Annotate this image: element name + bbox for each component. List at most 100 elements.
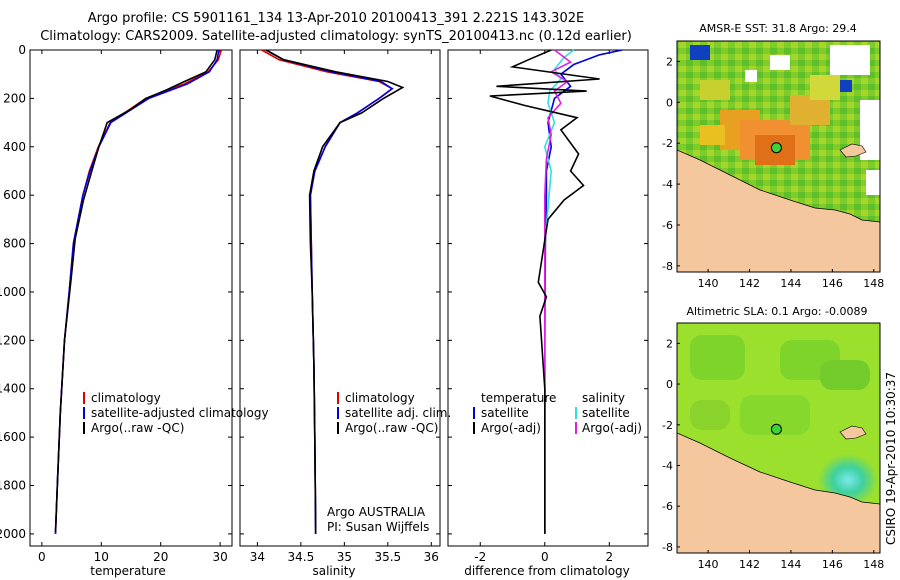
legend-label-satellite-temp: satellite bbox=[481, 406, 529, 420]
difference-xlabel: difference from climatology bbox=[464, 564, 630, 578]
sla-map-title: Altimetric SLA: 0.1 Argo: -0.0089 bbox=[687, 305, 868, 318]
sst-map-panel: AMSR-E SST: 31.8 Argo: 29.4 140 142 144 146… bbox=[662, 22, 884, 290]
lat-tick-label: -2 bbox=[662, 137, 673, 150]
salinity-series bbox=[261, 49, 405, 534]
y-tick-label: 1000 bbox=[0, 285, 26, 299]
y-tick-label: 1400 bbox=[0, 382, 26, 396]
lon-tick-label: 148 bbox=[863, 277, 884, 290]
sla-map-ticks: 140 142 144 146 148 2 0 -2 -4 -6 -8 bbox=[662, 337, 884, 571]
legend-header-salinity: salinity bbox=[582, 391, 625, 405]
lon-tick-label: 148 bbox=[863, 558, 884, 571]
y-tick-label: 200 bbox=[3, 91, 26, 105]
lon-tick-label: 146 bbox=[822, 558, 843, 571]
sla-island bbox=[839, 425, 867, 440]
sst-map-frame bbox=[676, 40, 881, 273]
y-tick-label: 600 bbox=[3, 188, 26, 202]
lon-tick-label: 140 bbox=[698, 558, 719, 571]
lon-tick-label: 142 bbox=[739, 277, 760, 290]
sst-land bbox=[677, 149, 880, 272]
series-line bbox=[489, 49, 600, 534]
sst-map-field bbox=[677, 41, 880, 272]
lat-tick-label: -6 bbox=[662, 500, 673, 513]
sla-land bbox=[677, 432, 880, 553]
lat-tick-label: 2 bbox=[666, 55, 673, 68]
legend-header-temperature: temperature bbox=[481, 391, 556, 405]
sla-map-panel: Altimetric SLA: 0.1 Argo: -0.0089 140 142… bbox=[662, 305, 884, 571]
series-line bbox=[265, 49, 394, 534]
lat-tick-label: -4 bbox=[662, 459, 673, 472]
sst-cell bbox=[700, 125, 725, 145]
y-tick-label: 1200 bbox=[0, 333, 26, 347]
sla-patch bbox=[690, 400, 730, 430]
sst-cell bbox=[840, 80, 852, 92]
legend-label-satellite: satellite adj. clim. bbox=[345, 406, 451, 420]
sst-cell bbox=[866, 170, 880, 195]
sla-patch bbox=[690, 335, 745, 380]
lat-tick-label: -4 bbox=[662, 178, 673, 191]
legend-label-argo-temp: Argo(-adj) bbox=[481, 421, 541, 435]
salinity-legend: climatology satellite adj. clim. Argo(..… bbox=[337, 391, 451, 435]
salinity-ticks: 34 34.5 35 35.5 36 bbox=[240, 49, 440, 564]
series-line bbox=[261, 49, 394, 534]
lat-tick-label: 2 bbox=[666, 337, 673, 350]
lon-tick-label: 146 bbox=[822, 277, 843, 290]
temperature-panel: 0 10 20 30 0 200 400 600 800 1000 1200 1400 1600 1800… bbox=[0, 43, 269, 578]
lat-tick-label: 0 bbox=[666, 378, 673, 391]
series-line bbox=[54, 49, 220, 534]
x-tick-label: 34.5 bbox=[288, 550, 315, 564]
lat-tick-label: -8 bbox=[662, 260, 673, 273]
salinity-xlabel: salinity bbox=[312, 564, 355, 578]
sst-cell bbox=[770, 55, 790, 70]
sst-cell bbox=[830, 45, 870, 75]
legend-label-argo: Argo(..raw -QC) bbox=[91, 421, 184, 435]
legend-label-satellite: satellite-adjusted climatology bbox=[91, 406, 269, 420]
y-tick-label: 1800 bbox=[0, 479, 26, 493]
lat-tick-label: -6 bbox=[662, 219, 673, 232]
sst-argo-location-marker bbox=[770, 142, 782, 154]
x-tick-label: 36 bbox=[424, 550, 439, 564]
temperature-xlabel: temperature bbox=[90, 564, 165, 578]
salinity-axes-frame bbox=[239, 49, 441, 547]
y-tick-label: 2000 bbox=[0, 527, 26, 541]
legend-label-argo: Argo(..raw -QC) bbox=[345, 421, 438, 435]
y-tick-label: 1600 bbox=[0, 430, 26, 444]
sla-patch bbox=[740, 395, 810, 435]
lat-tick-label: -8 bbox=[662, 541, 673, 554]
lat-tick-label: 0 bbox=[666, 96, 673, 109]
x-tick-label: 20 bbox=[153, 550, 168, 564]
series-line bbox=[54, 49, 223, 534]
difference-legend: temperature satellite Argo(-adj) salinit… bbox=[473, 391, 642, 435]
y-tick-label: 0 bbox=[18, 43, 26, 57]
x-tick-label: 0 bbox=[541, 550, 549, 564]
y-tick-label: 800 bbox=[3, 237, 26, 251]
salinity-annotation-institution: Argo AUSTRALIA bbox=[327, 505, 426, 519]
difference-panel: -2 0 2 difference from climatology tempera… bbox=[447, 49, 649, 578]
difference-ticks: -2 0 2 bbox=[448, 49, 648, 564]
salinity-panel: 34 34.5 35 35.5 36 salinity climatology sate… bbox=[239, 49, 451, 578]
sst-cell bbox=[860, 100, 880, 160]
legend-label-climatology: climatology bbox=[345, 391, 415, 405]
sst-map-title: AMSR-E SST: 31.8 Argo: 29.4 bbox=[699, 22, 857, 35]
y-tick-label: 400 bbox=[3, 140, 26, 154]
series-line bbox=[265, 49, 405, 534]
sst-map-ticks: 140 142 144 146 148 2 0 -2 -4 -6 -8 bbox=[662, 55, 884, 290]
temperature-ticks: 0 10 20 30 0 200 400 600 800 1000 1200 1400 1600 1800… bbox=[0, 43, 232, 564]
sst-cell bbox=[700, 80, 730, 100]
x-tick-label: 30 bbox=[212, 550, 227, 564]
lon-tick-label: 144 bbox=[780, 558, 801, 571]
temperature-legend: climatology satellite-adjusted climatolo… bbox=[83, 391, 269, 435]
series-line bbox=[54, 49, 218, 532]
sla-map-field bbox=[677, 323, 880, 553]
header-line1: Argo profile: CS 5901161_134 13-Apr-2010… bbox=[88, 11, 584, 26]
sst-cell bbox=[745, 70, 757, 82]
lat-tick-label: -2 bbox=[662, 419, 673, 432]
difference-axes-frame bbox=[447, 49, 649, 547]
lon-tick-label: 144 bbox=[780, 277, 801, 290]
difference-series bbox=[489, 49, 623, 534]
sla-patch bbox=[820, 360, 870, 390]
temperature-axes-frame bbox=[29, 49, 233, 547]
legend-label-argo-sal: Argo(-adj) bbox=[582, 421, 642, 435]
series-line bbox=[543, 49, 573, 534]
x-tick-label: 10 bbox=[94, 550, 109, 564]
